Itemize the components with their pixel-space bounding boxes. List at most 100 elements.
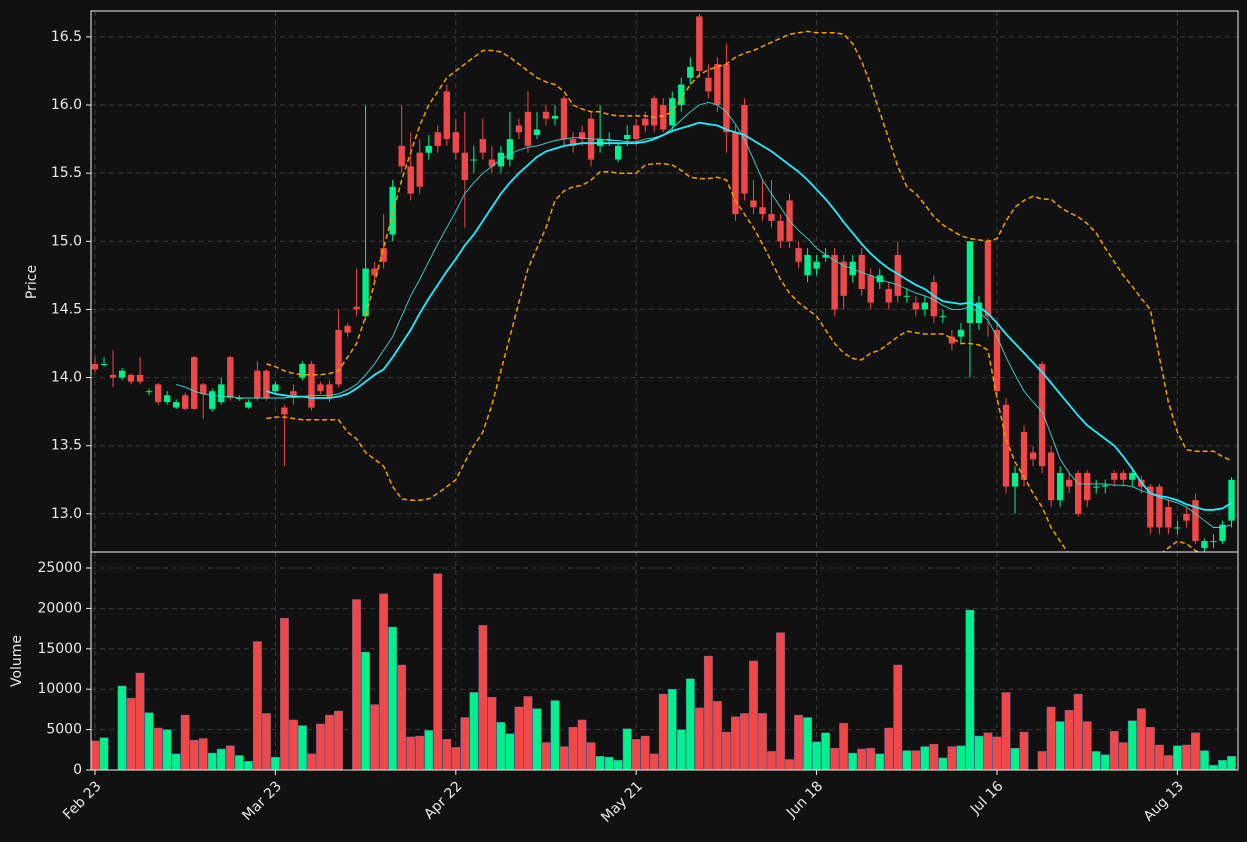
candle-body bbox=[263, 370, 270, 399]
volume-bar bbox=[1154, 744, 1164, 771]
candle-body bbox=[1183, 513, 1190, 521]
volume-bar bbox=[821, 732, 831, 771]
candle-body bbox=[136, 374, 144, 382]
volume-axis-label: Volume bbox=[9, 635, 25, 687]
volume-bar bbox=[397, 664, 407, 771]
volume-bar bbox=[307, 753, 316, 771]
volume-bar bbox=[478, 625, 488, 771]
volume-bar bbox=[234, 755, 244, 771]
volume-bar bbox=[929, 743, 939, 771]
volume-bar bbox=[207, 752, 217, 771]
volume-bar bbox=[1037, 751, 1047, 771]
volume-bar bbox=[99, 737, 109, 771]
candle-body bbox=[299, 363, 306, 378]
volume-bar bbox=[90, 740, 100, 771]
candle-body bbox=[272, 384, 279, 392]
candle-body bbox=[660, 105, 667, 130]
volume-bar bbox=[1182, 744, 1191, 771]
volume-bar bbox=[198, 738, 208, 771]
candle-body bbox=[353, 306, 360, 310]
y-tick-label: 16.5 bbox=[51, 29, 82, 45]
candle-body bbox=[1147, 486, 1154, 528]
candle-body bbox=[452, 132, 459, 153]
y-tick-label: 20000 bbox=[37, 600, 82, 616]
volume-bar bbox=[1064, 710, 1074, 771]
volume-bar bbox=[1046, 706, 1056, 771]
candle-body bbox=[118, 370, 126, 378]
volume-bar bbox=[803, 717, 812, 771]
candle-body bbox=[290, 391, 297, 399]
indicator-line bbox=[266, 30, 1232, 462]
volume-bar bbox=[1136, 708, 1146, 771]
candle-body bbox=[542, 111, 550, 119]
candle-body bbox=[191, 357, 198, 409]
volume-bar bbox=[1172, 745, 1182, 771]
volume-bar bbox=[875, 753, 885, 771]
candle-body bbox=[1192, 500, 1199, 542]
volume-bar bbox=[965, 609, 975, 771]
candle-body bbox=[633, 125, 640, 140]
candle-body bbox=[984, 241, 992, 317]
candle-body bbox=[696, 16, 703, 71]
candle-body bbox=[245, 402, 252, 408]
volume-bar bbox=[1091, 751, 1101, 771]
candle-body bbox=[344, 325, 351, 333]
volume-bar bbox=[460, 717, 470, 771]
candle-body bbox=[822, 254, 829, 258]
candle-body bbox=[813, 261, 820, 269]
volume-bar bbox=[1109, 731, 1119, 771]
volume-bar bbox=[117, 685, 127, 771]
candle-body bbox=[91, 363, 99, 370]
candle-body bbox=[200, 384, 207, 394]
candle-body bbox=[236, 398, 243, 400]
candle-body bbox=[551, 115, 559, 119]
candle-body bbox=[569, 139, 577, 146]
candle-body bbox=[1029, 452, 1037, 460]
candle-body bbox=[687, 66, 694, 78]
candle-body bbox=[1002, 404, 1010, 487]
volume-bar bbox=[298, 725, 307, 771]
volume-bar bbox=[703, 655, 713, 771]
volume-bar bbox=[685, 678, 695, 771]
volume-bar bbox=[920, 746, 930, 771]
y-tick-label: 13.5 bbox=[51, 438, 82, 454]
candle-body bbox=[389, 186, 396, 235]
volume-bar bbox=[712, 701, 722, 771]
candle-body bbox=[506, 139, 514, 160]
volume-bar bbox=[280, 617, 289, 771]
y-tick-label: 15.5 bbox=[51, 165, 82, 181]
volume-bar bbox=[442, 739, 452, 771]
volume-bar bbox=[505, 733, 515, 771]
volume-bar bbox=[1019, 731, 1029, 771]
candle-body bbox=[831, 254, 838, 310]
candle-body bbox=[308, 363, 315, 408]
volume-bar bbox=[749, 660, 758, 771]
volume-bar bbox=[631, 739, 641, 771]
y-tick-label: 0 bbox=[73, 762, 82, 778]
volume-bar bbox=[514, 706, 524, 771]
candle-body bbox=[362, 268, 369, 317]
volume-bar bbox=[649, 753, 659, 771]
volume-bar bbox=[261, 713, 271, 771]
volume-bar bbox=[586, 742, 596, 771]
volume-bar bbox=[767, 751, 776, 771]
volume-bar bbox=[983, 732, 993, 771]
volume-bar bbox=[902, 750, 912, 771]
volume-bar bbox=[1127, 720, 1137, 771]
volume-bar bbox=[974, 735, 984, 771]
volume-bar bbox=[1010, 747, 1020, 771]
volume-bar bbox=[370, 704, 380, 771]
candle-body bbox=[1056, 472, 1064, 501]
candle-body bbox=[227, 357, 234, 399]
volume-bar bbox=[947, 746, 957, 771]
candle-body bbox=[605, 139, 613, 141]
volume-bar bbox=[289, 719, 298, 771]
candle-body bbox=[1120, 472, 1127, 480]
volume-bar bbox=[1209, 764, 1218, 771]
candle-body bbox=[651, 98, 658, 126]
volume-bar bbox=[731, 716, 740, 771]
volume-bar bbox=[180, 714, 190, 771]
volume-bar bbox=[271, 756, 280, 771]
y-tick-label: 25000 bbox=[37, 560, 82, 576]
candle-body bbox=[163, 395, 171, 403]
